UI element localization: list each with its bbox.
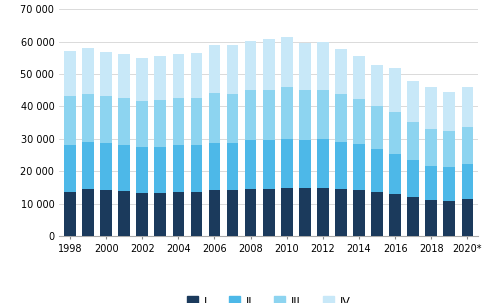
Bar — [245, 189, 256, 236]
Bar — [82, 189, 94, 236]
Bar — [137, 192, 148, 236]
Bar — [191, 191, 202, 236]
Bar — [137, 58, 148, 101]
Bar — [281, 188, 293, 236]
Bar — [173, 145, 184, 191]
Bar — [443, 201, 455, 236]
Bar — [82, 142, 94, 189]
Bar — [191, 98, 202, 145]
Bar — [118, 191, 130, 236]
Bar — [353, 190, 365, 236]
Bar — [118, 145, 130, 191]
Bar — [118, 54, 130, 98]
Bar — [173, 191, 184, 236]
Bar — [317, 139, 329, 188]
Bar — [353, 144, 365, 190]
Bar — [317, 188, 329, 236]
Bar — [353, 56, 365, 99]
Bar — [425, 129, 437, 165]
Bar — [407, 197, 419, 236]
Bar — [263, 39, 275, 90]
Bar — [389, 154, 401, 194]
Bar — [389, 68, 401, 112]
Bar — [82, 94, 94, 142]
Bar — [407, 160, 419, 197]
Bar — [209, 94, 220, 142]
Bar — [64, 51, 76, 96]
Bar — [371, 192, 383, 236]
Bar — [227, 45, 239, 94]
Bar — [154, 100, 166, 147]
Bar — [154, 55, 166, 100]
Bar — [100, 143, 112, 190]
Bar — [64, 96, 76, 145]
Bar — [461, 127, 473, 164]
Bar — [227, 94, 239, 142]
Bar — [245, 140, 256, 189]
Bar — [461, 87, 473, 127]
Bar — [137, 101, 148, 147]
Bar — [281, 87, 293, 139]
Bar — [461, 199, 473, 236]
Bar — [263, 140, 275, 188]
Bar — [317, 42, 329, 90]
Bar — [154, 147, 166, 192]
Bar — [371, 106, 383, 149]
Bar — [209, 142, 220, 190]
Bar — [425, 87, 437, 129]
Bar — [191, 145, 202, 191]
Bar — [353, 99, 365, 144]
Bar — [299, 90, 311, 140]
Bar — [407, 81, 419, 122]
Bar — [335, 188, 347, 236]
Bar — [281, 37, 293, 87]
Bar — [461, 164, 473, 199]
Bar — [407, 122, 419, 160]
Bar — [389, 194, 401, 236]
Bar — [245, 90, 256, 140]
Bar — [173, 98, 184, 145]
Bar — [245, 41, 256, 90]
Bar — [227, 142, 239, 190]
Legend: I, II, III, IV: I, II, III, IV — [182, 292, 355, 303]
Bar — [209, 45, 220, 94]
Bar — [425, 165, 437, 200]
Bar — [209, 190, 220, 236]
Bar — [100, 190, 112, 236]
Bar — [100, 96, 112, 143]
Bar — [299, 42, 311, 90]
Bar — [173, 54, 184, 98]
Bar — [154, 192, 166, 236]
Bar — [389, 112, 401, 154]
Bar — [299, 140, 311, 188]
Bar — [443, 92, 455, 132]
Bar — [137, 147, 148, 192]
Bar — [335, 95, 347, 142]
Bar — [317, 90, 329, 139]
Bar — [443, 167, 455, 201]
Bar — [263, 188, 275, 236]
Bar — [64, 191, 76, 236]
Bar — [82, 48, 94, 94]
Bar — [371, 149, 383, 192]
Bar — [281, 139, 293, 188]
Bar — [191, 53, 202, 98]
Bar — [371, 65, 383, 106]
Bar — [100, 52, 112, 96]
Bar — [443, 132, 455, 167]
Bar — [118, 98, 130, 145]
Bar — [64, 145, 76, 191]
Bar — [299, 188, 311, 236]
Bar — [425, 200, 437, 236]
Bar — [227, 190, 239, 236]
Bar — [335, 49, 347, 95]
Bar — [263, 90, 275, 140]
Bar — [335, 142, 347, 188]
